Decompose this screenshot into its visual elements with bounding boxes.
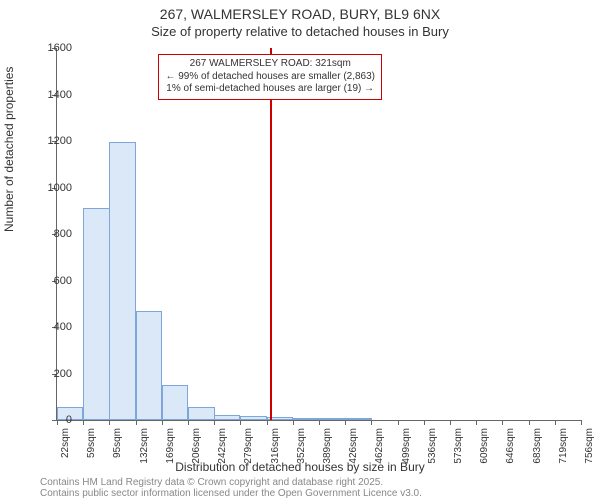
xtick-mark	[555, 420, 556, 425]
xtick-mark	[109, 420, 110, 425]
xtick-mark	[240, 420, 241, 425]
xtick-label: 756sqm	[584, 428, 595, 464]
ytick-label: 200	[32, 368, 72, 380]
histogram-bar	[83, 208, 109, 420]
xtick-mark	[293, 420, 294, 425]
xtick-label: 426sqm	[348, 428, 359, 464]
xtick-label: 719sqm	[558, 428, 569, 464]
xtick-mark	[345, 420, 346, 425]
annotation-line1: 267 WALMERSLEY ROAD: 321sqm	[165, 58, 375, 71]
xtick-mark	[581, 420, 582, 425]
annotation-line3: 1% of semi-detached houses are larger (1…	[165, 83, 375, 96]
ytick-label: 1200	[32, 135, 72, 147]
plot-area: 267 WALMERSLEY ROAD: 321sqm← 99% of deta…	[56, 48, 581, 421]
xtick-label: 536sqm	[427, 428, 438, 464]
annotation-box: 267 WALMERSLEY ROAD: 321sqm← 99% of deta…	[158, 54, 382, 100]
ytick-label: 800	[32, 228, 72, 240]
footer-attribution-1: Contains HM Land Registry data © Crown c…	[40, 477, 383, 488]
xtick-label: 609sqm	[479, 428, 490, 464]
reference-line	[270, 48, 272, 420]
histogram-bar	[345, 418, 371, 420]
xtick-label: 683sqm	[532, 428, 543, 464]
ytick-label: 0	[32, 414, 72, 426]
y-axis-label: Number of detached properties	[2, 67, 16, 232]
ytick-label: 600	[32, 275, 72, 287]
xtick-label: 316sqm	[270, 428, 281, 464]
chart-title-main: 267, WALMERSLEY ROAD, BURY, BL9 6NX	[0, 6, 600, 22]
xtick-label: 242sqm	[217, 428, 228, 464]
xtick-label: 132sqm	[139, 428, 150, 464]
xtick-mark	[502, 420, 503, 425]
xtick-mark	[450, 420, 451, 425]
xtick-label: 59sqm	[86, 428, 97, 458]
xtick-label: 573sqm	[453, 428, 464, 464]
ytick-label: 1600	[32, 42, 72, 54]
histogram-bar	[214, 415, 240, 420]
xtick-label: 462sqm	[374, 428, 385, 464]
histogram-bar	[109, 142, 135, 420]
xtick-mark	[319, 420, 320, 425]
histogram-bar	[293, 418, 319, 420]
xtick-mark	[529, 420, 530, 425]
histogram-bar	[240, 416, 266, 420]
xtick-mark	[371, 420, 372, 425]
histogram-bar	[319, 418, 345, 420]
xtick-mark	[136, 420, 137, 425]
xtick-mark	[476, 420, 477, 425]
annotation-line2: ← 99% of detached houses are smaller (2,…	[165, 71, 375, 84]
xtick-label: 95sqm	[112, 428, 123, 458]
xtick-label: 389sqm	[322, 428, 333, 464]
xtick-label: 206sqm	[191, 428, 202, 464]
footer-attribution-2: Contains public sector information licen…	[40, 488, 422, 499]
xtick-label: 169sqm	[165, 428, 176, 464]
ytick-label: 1400	[32, 89, 72, 101]
chart-title-sub: Size of property relative to detached ho…	[0, 24, 600, 39]
xtick-label: 646sqm	[505, 428, 516, 464]
histogram-bar	[188, 407, 214, 420]
ytick-label: 1000	[32, 182, 72, 194]
xtick-label: 352sqm	[296, 428, 307, 464]
xtick-mark	[398, 420, 399, 425]
xtick-mark	[83, 420, 84, 425]
xtick-mark	[188, 420, 189, 425]
xtick-label: 499sqm	[401, 428, 412, 464]
xtick-mark	[424, 420, 425, 425]
xtick-mark	[162, 420, 163, 425]
xtick-label: 279sqm	[243, 428, 254, 464]
xtick-mark	[214, 420, 215, 425]
histogram-bar	[136, 311, 162, 420]
xtick-mark	[267, 420, 268, 425]
xtick-label: 22sqm	[60, 428, 71, 458]
ytick-label: 400	[32, 321, 72, 333]
histogram-bar	[162, 385, 188, 420]
